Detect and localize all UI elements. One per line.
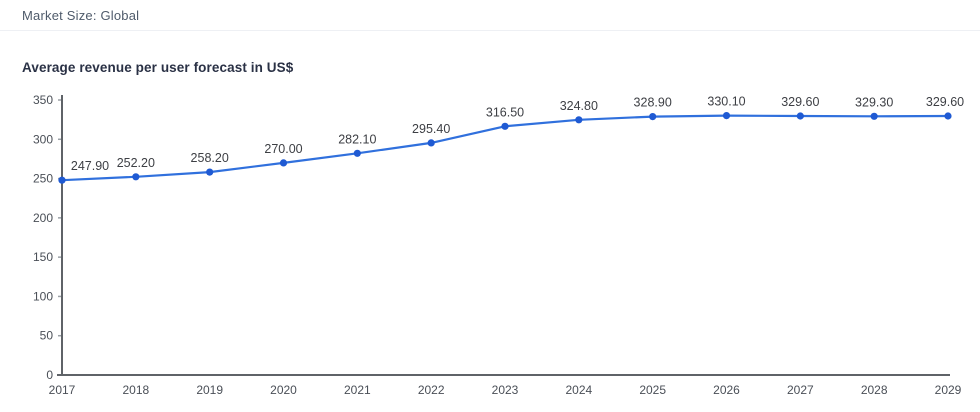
x-tick-label: 2026 <box>713 383 740 397</box>
data-point[interactable] <box>501 122 509 130</box>
market-size-label: Market Size: Global <box>22 8 140 23</box>
y-tick-label: 100 <box>33 289 53 303</box>
data-point[interactable] <box>58 176 66 184</box>
data-label: 270.00 <box>264 142 302 156</box>
data-point[interactable] <box>575 116 583 124</box>
x-tick-label: 2029 <box>935 383 962 397</box>
x-tick-label: 2017 <box>49 383 76 397</box>
data-point[interactable] <box>722 112 731 120</box>
data-point[interactable] <box>279 159 288 167</box>
data-label: 252.20 <box>117 156 155 170</box>
y-tick-label: 200 <box>33 211 53 225</box>
data-point[interactable] <box>206 168 214 176</box>
y-tick-label: 50 <box>40 329 54 343</box>
data-label: 247.90 <box>71 159 109 173</box>
data-point[interactable] <box>427 139 435 147</box>
data-label: 329.30 <box>855 95 893 109</box>
line-chart: 0 50 100 150 200 250 300 350 2017 2018 2019 2020 202… <box>0 88 980 412</box>
data-label: 324.80 <box>560 99 598 113</box>
y-tick-label: 0 <box>46 368 53 382</box>
y-tick-label: 150 <box>33 250 53 264</box>
data-point[interactable] <box>649 113 657 121</box>
x-tick-label: 2022 <box>418 383 445 397</box>
x-tick-label: 2021 <box>344 383 371 397</box>
data-label: 258.20 <box>191 151 229 165</box>
data-label: 329.60 <box>781 95 819 109</box>
data-label: 316.50 <box>486 105 524 119</box>
x-tick-label: 2024 <box>565 383 592 397</box>
data-label: 330.10 <box>707 95 745 109</box>
y-tick-label: 350 <box>33 93 53 107</box>
data-point[interactable] <box>132 173 140 181</box>
x-tick-label: 2018 <box>122 383 149 397</box>
chart-title: Average revenue per user forecast in US$ <box>22 60 294 75</box>
x-tick-label: 2028 <box>861 383 888 397</box>
data-label: 282.10 <box>338 132 376 146</box>
x-tick-label: 2025 <box>639 383 666 397</box>
x-tick-label: 2020 <box>270 383 297 397</box>
x-tick-label: 2023 <box>492 383 519 397</box>
data-label: 328.90 <box>634 96 672 110</box>
y-tick-label: 300 <box>33 132 53 146</box>
data-label: 295.40 <box>412 122 450 136</box>
chart-canvas: 0 50 100 150 200 250 300 350 2017 2018 2019 2020 202… <box>33 93 964 397</box>
data-point[interactable] <box>944 112 952 120</box>
data-point[interactable] <box>796 112 804 120</box>
data-label: 329.60 <box>926 95 964 109</box>
header-divider <box>0 30 980 31</box>
y-tick-label: 250 <box>33 172 53 186</box>
x-tick-label: 2019 <box>196 383 223 397</box>
data-point[interactable] <box>870 112 878 120</box>
x-tick-label: 2027 <box>787 383 814 397</box>
data-point[interactable] <box>353 149 361 157</box>
